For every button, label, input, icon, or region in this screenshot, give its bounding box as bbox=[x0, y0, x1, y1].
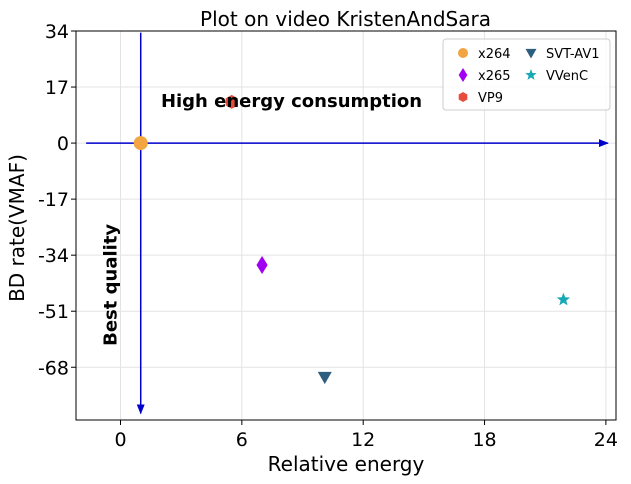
legend-label-vvenc: VVenC bbox=[546, 69, 588, 84]
legend-label-svt-av1: SVT-AV1 bbox=[546, 47, 600, 62]
chart-title: Plot on video KristenAndSara bbox=[200, 7, 491, 31]
x-axis-title: Relative energy bbox=[268, 452, 425, 476]
x-tick-label: 24 bbox=[594, 429, 618, 451]
legend-box bbox=[442, 38, 611, 111]
legend-label-vp9: VP9 bbox=[478, 91, 503, 106]
y-axis-title: BD rate(VMAF) bbox=[5, 154, 29, 302]
annotation-best-quality: Best quality bbox=[100, 224, 121, 346]
data-points bbox=[133, 94, 571, 385]
y-tick-label: 0 bbox=[57, 133, 69, 155]
data-point-svt-av1 bbox=[317, 371, 332, 385]
x-tick-label: 12 bbox=[351, 429, 375, 451]
legend-marker-vvenc bbox=[525, 69, 537, 80]
x-tick-label: 18 bbox=[472, 429, 496, 451]
y-tick-label: -34 bbox=[38, 245, 69, 267]
legend: x264 x265 VP9 SVT-AV1 VVenC bbox=[442, 38, 611, 111]
y-tick-label: 34 bbox=[45, 21, 69, 43]
legend-marker-x264 bbox=[458, 48, 468, 58]
legend-label-x264: x264 bbox=[478, 47, 511, 62]
legend-marker-x265 bbox=[458, 68, 468, 82]
reference-lines bbox=[86, 32, 609, 415]
plot-frame bbox=[75, 30, 617, 421]
legend-label-x265: x265 bbox=[478, 69, 511, 84]
y-axis-ticks: 34 17 0 -17 -34 -51 -68 bbox=[38, 21, 76, 379]
y-tick-label: -68 bbox=[38, 357, 69, 379]
y-tick-label: 17 bbox=[45, 77, 69, 99]
legend-marker-svt-av1 bbox=[525, 48, 537, 59]
x-tick-label: 0 bbox=[114, 429, 126, 451]
data-point-x264 bbox=[133, 136, 148, 151]
data-point-x265 bbox=[256, 256, 268, 275]
annotations: High energy consumption Best quality bbox=[100, 91, 422, 346]
data-point-vp9 bbox=[225, 94, 238, 109]
x-tick-label: 6 bbox=[236, 429, 248, 451]
annotation-high-energy: High energy consumption bbox=[161, 91, 422, 112]
data-point-vvenc bbox=[556, 292, 571, 306]
legend-marker-vp9 bbox=[458, 92, 468, 102]
x-axis-ticks: 0 6 12 18 24 bbox=[114, 420, 618, 451]
y-tick-label: -17 bbox=[38, 189, 69, 211]
y-tick-label: -51 bbox=[38, 301, 69, 323]
